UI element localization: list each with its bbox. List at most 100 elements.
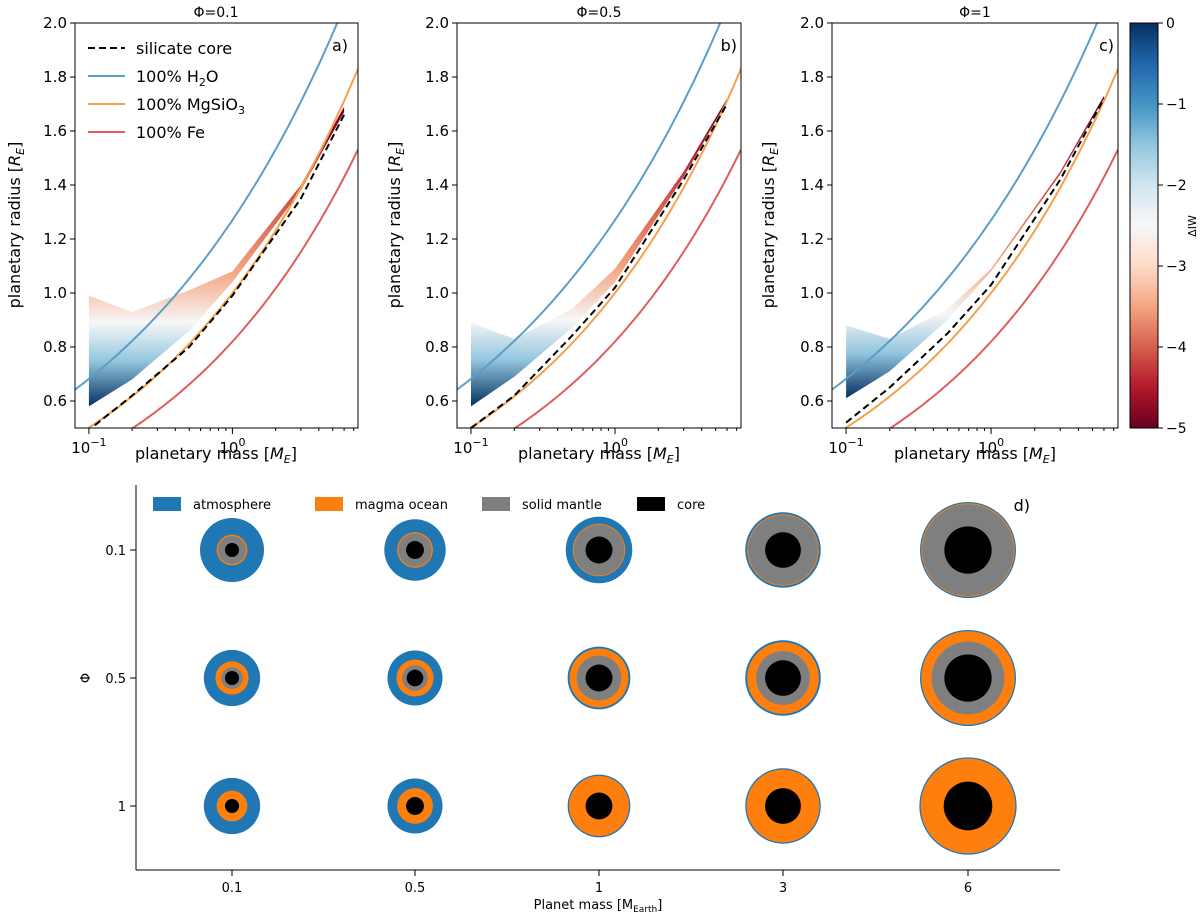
silicate-core-line [470,103,728,428]
panel-d-plot: d) atmosphere magma ocean solid mantle core… [79,485,1060,915]
band-area [88,106,345,407]
y-tick-label: 1.0 [43,284,67,302]
y-tick-label: 2.0 [425,14,449,32]
y-tick-label: 1.0 [800,284,824,302]
band-area [846,95,1104,399]
x-tick-label: 10−1 [828,436,863,457]
y-tick-label: 1.6 [800,122,824,140]
panel-d-xlabel: Planet mass [MEarth] [534,898,663,915]
y-tick-label: 1.4 [43,176,67,194]
planet-m1-phi1 [567,774,631,838]
curve-h2o [832,23,1099,391]
panel-a-title: Φ=0.1 [193,5,238,21]
legend-mgsio3-label: 100% MgSiO3 [136,95,245,117]
legend-magma_ocean-label: magma ocean [355,498,448,513]
y-tick-label: 1.2 [43,230,67,248]
core-layer [224,542,240,558]
planet-m1-phi0.5 [567,646,631,710]
curve-mgsio3 [843,68,1118,428]
planet-m6-phi1 [919,757,1017,855]
planet-m3-phi0.1 [745,512,821,588]
planet-m0.5-phi1 [387,778,443,834]
panel-b-plot: Φ=0.5 b) 0.60.81.01.21.41.61.82.0 10−1 10… [385,5,742,466]
core-layer [224,670,240,686]
y-tick-label: 0.8 [425,338,449,356]
planet-m0.5-phi0.1 [384,519,446,581]
core-layer [585,792,613,820]
colorbar-tick-label: −5 [1166,421,1187,437]
core-layer [765,788,801,824]
x-tick-label: 10−1 [71,436,106,457]
core-layer [585,664,613,692]
panel-c-y-axis: 0.6 0.8 1.0 1.2 1.4 1.6 1.8 2.0 [800,14,832,410]
panel-b-x-axis: 10−1 100 [453,428,738,457]
legend-core-swatch [637,497,665,511]
panel-b-frame [456,22,742,429]
planet-m0.5-phi0.5 [387,650,443,706]
legend-magma_ocean-swatch [315,497,343,511]
x-tick-label: 0.5 [405,881,426,896]
legend-atmosphere-swatch [153,497,181,511]
y-tick-label: 1.6 [425,122,449,140]
legend-h2o-label: 100% H2O [136,67,218,89]
curve-h2o [75,23,339,391]
y-tick-label: 1.6 [43,122,67,140]
x-tick-label: 0.1 [222,881,243,896]
x-tick-label: 100 [978,436,1004,457]
panel-c-plot: Φ=1 c) 0.60.81.01.21.41.61.82.0 10−1 100 … [759,5,1119,466]
y-tick-label: 0.8 [43,338,67,356]
y-tick-label: 0.8 [800,338,824,356]
colorbar-gradient [1129,22,1159,429]
x-tick-label: 3 [779,881,787,896]
x-tick-label: 100 [219,436,245,457]
y-tick-label: 0.6 [43,392,67,410]
legend-silicate-core-label: silicate core [136,39,232,58]
x-tick-label: 10−1 [453,436,488,457]
y-tick-label: 0.6 [425,392,449,410]
x-tick-label: 6 [964,881,972,896]
planet-m0.1-phi0.1 [200,518,264,582]
panel-d-ylabel: Φ [79,673,94,683]
panel-c-data-layer [832,23,1118,428]
y-tick-label: 0.6 [800,392,824,410]
planet-m3-phi1 [745,768,821,844]
panel-a-label: a) [332,36,348,55]
core-layer [406,541,424,559]
panel-d-x-axis: 0.1 0.5 1 3 6 [222,870,972,896]
colorbar-tick-label: 0 [1166,16,1175,32]
panel-c-frame [831,22,1119,429]
core-layer [406,797,424,815]
panel-b-title: Φ=0.5 [576,5,621,21]
panel-a-x-axis: 10−1 100 [71,428,355,457]
colorbar-tick-label: −1 [1166,97,1187,113]
planet-m0.1-phi1 [203,777,261,835]
y-tick-label: 2.0 [800,14,824,32]
core-layer [944,654,992,702]
colorbar-tick-label: −3 [1166,259,1187,275]
colorbar-tick-label: −2 [1166,178,1187,194]
panel-a-frame [74,22,359,429]
panel-b-ylabel: planetary radius [RE] [385,142,407,309]
curve-fe [513,149,741,428]
panel-c-ylabel: planetary radius [RE] [759,142,781,309]
panel-d-legend: atmosphere magma ocean solid mantle core [153,497,705,513]
y-tick-label: 1.8 [43,68,67,86]
silicate-core-line [845,98,1105,424]
band-area [471,98,727,407]
curve-fe [888,149,1118,428]
colorbar-label: ΔIW [1186,215,1199,237]
legend-solid_mantle-label: solid mantle [522,498,602,513]
panel-b-y-axis: 0.6 0.8 1.0 1.2 1.4 1.6 1.8 2.0 [425,14,457,410]
y-tick-label: 0.5 [105,672,126,687]
curve-fe [131,149,358,428]
core-layer [943,781,993,831]
x-tick-label: 1 [595,881,603,896]
colorbar-ticks: 0 −1 −2 −3 −4 −5 [1158,16,1187,437]
y-tick-label: 1 [118,800,126,815]
panel-a-y-axis: 0.6 0.8 1.0 1.2 1.4 1.6 1.8 2.0 [43,14,75,410]
core-layer [224,798,240,814]
y-tick-label: 2.0 [43,14,67,32]
panel-c-title: Φ=1 [959,5,991,21]
panel-c-label: c) [1099,36,1114,55]
legend-solid_mantle-swatch [482,497,510,511]
